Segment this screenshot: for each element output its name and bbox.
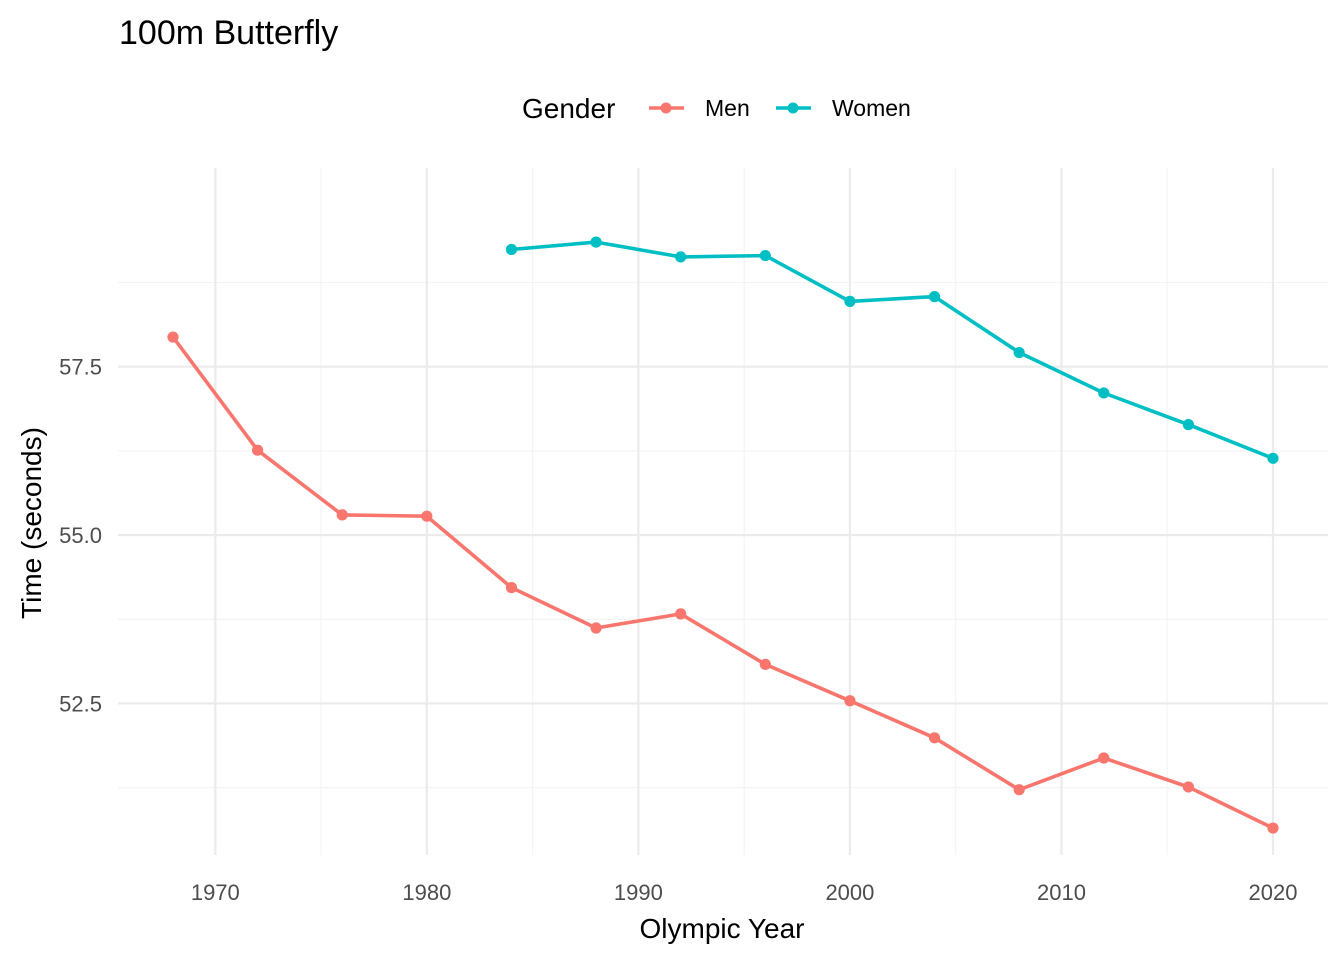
data-point-women bbox=[759, 249, 771, 262]
y-tick-label: 55.0 bbox=[59, 523, 102, 548]
data-point-men bbox=[590, 622, 602, 634]
data-point-women bbox=[1098, 387, 1110, 399]
y-axis-tick-labels: 52.5 55.0 57.5 bbox=[59, 355, 102, 717]
series-women bbox=[505, 236, 1279, 464]
plot-grid bbox=[118, 168, 1328, 855]
x-tick-label: 2010 bbox=[1037, 880, 1086, 905]
data-point-women bbox=[505, 243, 518, 256]
series-layer bbox=[167, 236, 1279, 834]
legend: Gender Men Women bbox=[522, 93, 911, 124]
x-axis-title: Olympic Year bbox=[640, 913, 805, 944]
data-point-women bbox=[928, 291, 941, 303]
data-point-women bbox=[675, 251, 687, 263]
x-tick-label: 2020 bbox=[1249, 880, 1298, 905]
legend-label-men: Men bbox=[705, 95, 750, 121]
data-point-men bbox=[167, 331, 179, 343]
legend-title: Gender bbox=[522, 93, 615, 124]
data-point-men bbox=[844, 695, 856, 707]
data-point-men bbox=[336, 509, 348, 521]
x-tick-label: 1980 bbox=[402, 880, 451, 905]
series-line-women bbox=[509, 240, 1275, 461]
data-point-men bbox=[421, 510, 433, 522]
data-point-women bbox=[844, 295, 856, 307]
data-point-men bbox=[1013, 784, 1025, 796]
data-point-men bbox=[505, 582, 518, 594]
legend-label-women: Women bbox=[832, 95, 911, 121]
data-point-men bbox=[675, 608, 687, 620]
data-point-women bbox=[1182, 419, 1194, 431]
legend-key-point-men bbox=[660, 102, 672, 114]
y-axis-title: Time (seconds) bbox=[16, 427, 47, 619]
legend-item-women: Women bbox=[776, 95, 911, 121]
x-tick-label: 2000 bbox=[825, 880, 874, 905]
chart-title: 100m Butterfly bbox=[119, 14, 338, 52]
data-point-women bbox=[1013, 346, 1025, 359]
data-point-men bbox=[759, 658, 771, 670]
legend-key-point-women bbox=[787, 102, 799, 114]
data-point-men bbox=[1182, 781, 1194, 793]
y-tick-label: 57.5 bbox=[59, 355, 102, 380]
x-tick-label: 1970 bbox=[191, 880, 240, 905]
data-point-men bbox=[1267, 822, 1279, 834]
series-line-men bbox=[171, 335, 1275, 830]
y-tick-label: 52.5 bbox=[59, 691, 102, 716]
data-point-women bbox=[590, 236, 602, 248]
legend-item-men: Men bbox=[649, 95, 750, 121]
x-axis-tick-labels: 1970 1980 1990 2000 2010 2020 bbox=[191, 880, 1298, 905]
data-point-women bbox=[1267, 452, 1279, 464]
series-men bbox=[167, 331, 1279, 834]
x-tick-label: 1990 bbox=[614, 880, 663, 905]
data-point-men bbox=[252, 444, 264, 456]
data-point-men bbox=[928, 732, 941, 744]
data-point-men bbox=[1098, 752, 1110, 764]
